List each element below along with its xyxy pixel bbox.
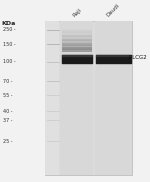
Text: KDa: KDa — [2, 21, 16, 26]
Text: 70 -: 70 - — [3, 79, 12, 84]
Text: 100 -: 100 - — [3, 59, 16, 64]
Text: 37 -: 37 - — [3, 118, 12, 123]
Text: 250 -: 250 - — [3, 27, 16, 32]
Text: 55 -: 55 - — [3, 93, 12, 98]
Text: -PLCG2: -PLCG2 — [127, 55, 147, 60]
Bar — [60, 21, 93, 175]
Text: 150 -: 150 - — [3, 42, 16, 47]
Bar — [94, 21, 132, 175]
Text: 40 -: 40 - — [3, 109, 12, 114]
Text: 25 -: 25 - — [3, 139, 12, 144]
Text: Raji: Raji — [71, 7, 82, 18]
Bar — [45, 21, 59, 175]
Bar — [45, 21, 132, 175]
Text: Daudi: Daudi — [106, 3, 121, 18]
